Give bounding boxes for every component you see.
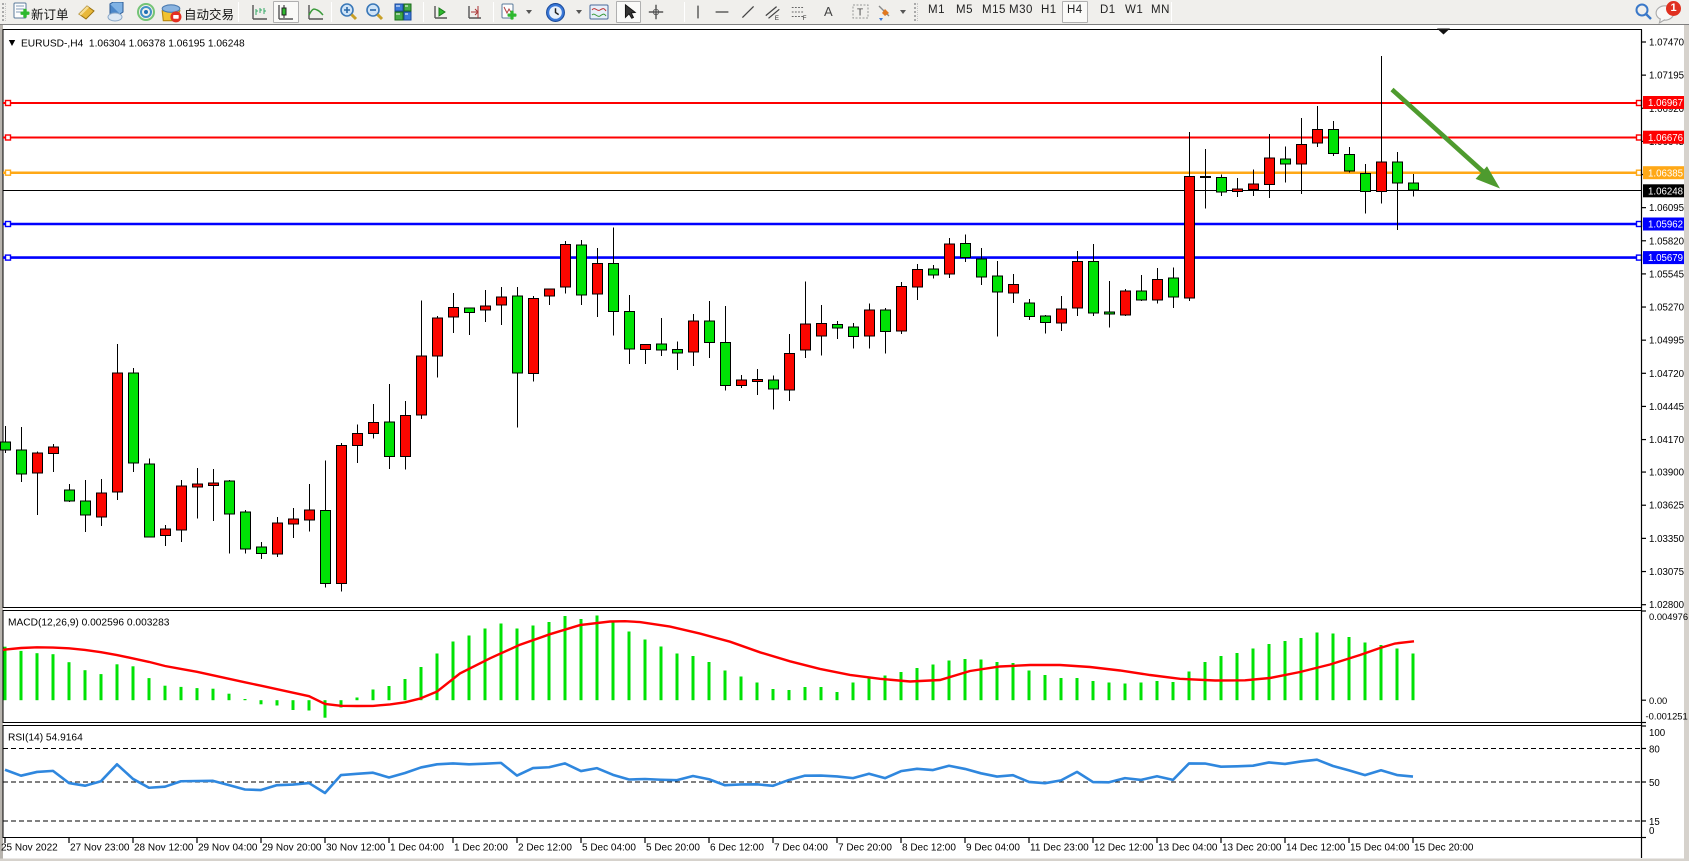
svg-text:6 Dec 12:00: 6 Dec 12:00 [710,843,764,854]
svg-text:1.04720: 1.04720 [1649,369,1685,380]
svg-text:29 Nov 20:00: 29 Nov 20:00 [262,843,322,854]
svg-text:1.06967: 1.06967 [1648,98,1683,109]
svg-text:0.00: 0.00 [1649,695,1667,706]
svg-text:13 Dec 20:00: 13 Dec 20:00 [1222,843,1282,854]
svg-text:T: T [857,8,863,19]
svg-text:11 Dec 23:00: 11 Dec 23:00 [1030,843,1089,854]
svg-text:1.02800: 1.02800 [1649,600,1685,611]
svg-text:1.03075: 1.03075 [1649,567,1684,578]
svg-text:1.06095: 1.06095 [1649,203,1684,214]
svg-text:1.05679: 1.05679 [1648,253,1683,264]
svg-text:1.06248: 1.06248 [1648,186,1683,197]
svg-text:15 Dec 20:00: 15 Dec 20:00 [1414,843,1474,854]
svg-text:MACD(12,26,9) 0.002596 0.00328: MACD(12,26,9) 0.002596 0.003283 [8,618,170,629]
svg-text:1.05820: 1.05820 [1649,236,1685,247]
svg-text:1 Dec 20:00: 1 Dec 20:00 [454,843,508,854]
svg-text:15 Dec 04:00: 15 Dec 04:00 [1350,843,1410,854]
svg-text:14 Dec 12:00: 14 Dec 12:00 [1286,843,1346,854]
svg-text:0: 0 [1649,826,1655,837]
svg-text:28 Nov 12:00: 28 Nov 12:00 [134,843,194,854]
svg-text:1.04170: 1.04170 [1649,435,1685,446]
svg-text:1.07470: 1.07470 [1649,38,1685,49]
svg-text:EURUSD-,H4 1.06304 1.06378 1.: EURUSD-,H4 1.06304 1.06378 1.06195 1.062… [21,39,245,50]
svg-text:1.03625: 1.03625 [1649,501,1684,512]
svg-text:5 Dec 20:00: 5 Dec 20:00 [646,843,700,854]
svg-text:30 Nov 12:00: 30 Nov 12:00 [326,843,386,854]
svg-text:1.06920: 1.06920 [1649,104,1685,115]
svg-text:0.004976: 0.004976 [1649,611,1688,622]
svg-text:13 Dec 04:00: 13 Dec 04:00 [1158,843,1218,854]
svg-text:2 Dec 12:00: 2 Dec 12:00 [518,843,572,854]
svg-text:25 Nov 2022: 25 Nov 2022 [1,843,58,854]
svg-text:1.05962: 1.05962 [1648,220,1683,231]
svg-text:12 Dec 12:00: 12 Dec 12:00 [1094,843,1154,854]
svg-text:50: 50 [1649,778,1660,789]
svg-text:F: F [803,15,807,22]
svg-text:100: 100 [1649,728,1666,739]
svg-text:-0.001251: -0.001251 [1646,711,1688,722]
svg-text:27 Nov 23:00: 27 Nov 23:00 [70,843,130,854]
svg-text:15: 15 [1649,817,1660,828]
svg-text:7 Dec 20:00: 7 Dec 20:00 [838,843,892,854]
svg-text:5 Dec 04:00: 5 Dec 04:00 [582,843,636,854]
svg-text:RSI(14) 54.9164: RSI(14) 54.9164 [8,733,83,744]
svg-text:9 Dec 04:00: 9 Dec 04:00 [966,843,1020,854]
svg-text:1.06676: 1.06676 [1648,133,1683,144]
svg-text:1.03900: 1.03900 [1649,468,1685,479]
svg-text:1.05545: 1.05545 [1649,269,1684,280]
svg-text:7 Dec 04:00: 7 Dec 04:00 [774,843,828,854]
svg-text:1.03350: 1.03350 [1649,534,1685,545]
svg-text:80: 80 [1649,745,1660,756]
svg-text:1.04995: 1.04995 [1649,336,1684,347]
svg-text:1.04445: 1.04445 [1649,402,1684,413]
svg-text:8 Dec 12:00: 8 Dec 12:00 [902,843,956,854]
svg-text:1 Dec 04:00: 1 Dec 04:00 [390,843,444,854]
svg-text:1.07195: 1.07195 [1649,71,1684,82]
svg-text:29 Nov 04:00: 29 Nov 04:00 [198,843,258,854]
svg-text:1.06385: 1.06385 [1648,168,1683,179]
svg-text:1.05270: 1.05270 [1649,303,1685,314]
svg-text:E: E [775,15,779,22]
